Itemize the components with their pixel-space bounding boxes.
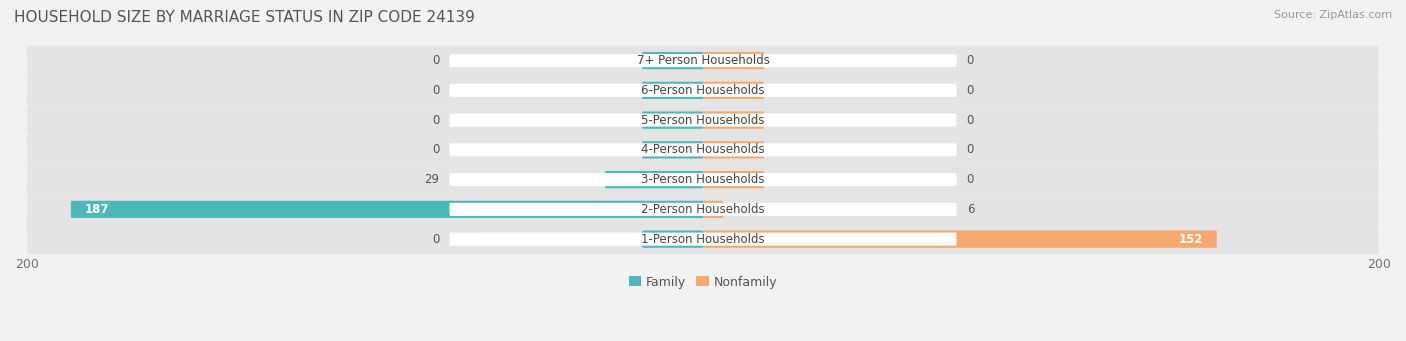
Legend: Family, Nonfamily: Family, Nonfamily — [624, 271, 782, 294]
Text: 6-Person Households: 6-Person Households — [641, 84, 765, 97]
Text: 152: 152 — [1178, 233, 1204, 246]
FancyBboxPatch shape — [643, 231, 703, 248]
Text: 3-Person Households: 3-Person Households — [641, 173, 765, 186]
FancyBboxPatch shape — [450, 54, 956, 67]
FancyBboxPatch shape — [703, 52, 763, 69]
FancyBboxPatch shape — [703, 112, 763, 129]
FancyBboxPatch shape — [643, 112, 703, 129]
Text: 0: 0 — [432, 54, 439, 67]
Text: 0: 0 — [967, 54, 974, 67]
FancyBboxPatch shape — [450, 203, 956, 216]
FancyBboxPatch shape — [27, 135, 1379, 165]
Text: 0: 0 — [967, 114, 974, 127]
Text: 5-Person Households: 5-Person Households — [641, 114, 765, 127]
FancyBboxPatch shape — [27, 75, 1379, 105]
FancyBboxPatch shape — [27, 105, 1379, 135]
Text: 4-Person Households: 4-Person Households — [641, 143, 765, 157]
Text: 0: 0 — [967, 173, 974, 186]
FancyBboxPatch shape — [703, 82, 763, 99]
FancyBboxPatch shape — [27, 194, 1379, 224]
FancyBboxPatch shape — [703, 171, 763, 188]
FancyBboxPatch shape — [703, 201, 723, 218]
Text: 0: 0 — [967, 143, 974, 157]
FancyBboxPatch shape — [70, 201, 703, 218]
FancyBboxPatch shape — [643, 52, 703, 69]
Text: HOUSEHOLD SIZE BY MARRIAGE STATUS IN ZIP CODE 24139: HOUSEHOLD SIZE BY MARRIAGE STATUS IN ZIP… — [14, 10, 475, 25]
Text: Source: ZipAtlas.com: Source: ZipAtlas.com — [1274, 10, 1392, 20]
Text: 6: 6 — [967, 203, 974, 216]
FancyBboxPatch shape — [643, 82, 703, 99]
FancyBboxPatch shape — [605, 171, 703, 188]
Text: 2-Person Households: 2-Person Households — [641, 203, 765, 216]
Text: 0: 0 — [967, 84, 974, 97]
FancyBboxPatch shape — [450, 173, 956, 186]
Text: 29: 29 — [425, 173, 439, 186]
Text: 7+ Person Households: 7+ Person Households — [637, 54, 769, 67]
FancyBboxPatch shape — [450, 84, 956, 97]
FancyBboxPatch shape — [703, 141, 763, 159]
Text: 0: 0 — [432, 143, 439, 157]
Text: 1-Person Households: 1-Person Households — [641, 233, 765, 246]
FancyBboxPatch shape — [27, 46, 1379, 75]
FancyBboxPatch shape — [450, 233, 956, 246]
FancyBboxPatch shape — [450, 143, 956, 157]
FancyBboxPatch shape — [27, 224, 1379, 254]
FancyBboxPatch shape — [643, 141, 703, 159]
Text: 187: 187 — [84, 203, 108, 216]
Text: 0: 0 — [432, 233, 439, 246]
Text: 0: 0 — [432, 114, 439, 127]
FancyBboxPatch shape — [450, 114, 956, 127]
FancyBboxPatch shape — [703, 231, 1216, 248]
FancyBboxPatch shape — [27, 165, 1379, 194]
Text: 0: 0 — [432, 84, 439, 97]
